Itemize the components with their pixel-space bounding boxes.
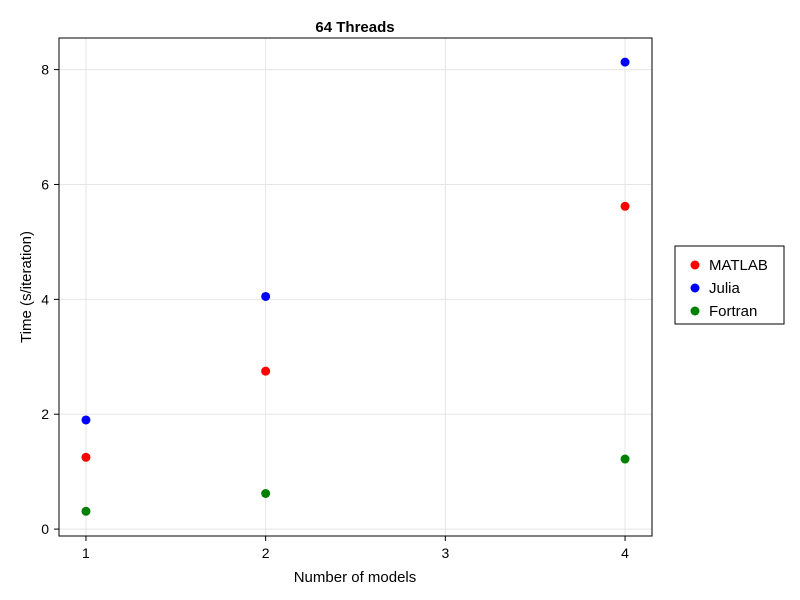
chart-title: 64 Threads bbox=[315, 19, 394, 36]
y-tick-label: 4 bbox=[41, 291, 49, 307]
legend: MATLAB Julia Fortran bbox=[674, 245, 785, 325]
legend-marker-julia bbox=[690, 283, 700, 293]
point-fortran bbox=[620, 454, 630, 464]
data-points bbox=[81, 57, 630, 516]
point-matlab bbox=[620, 201, 630, 211]
point-fortran bbox=[261, 488, 271, 498]
grid-lines bbox=[59, 38, 652, 536]
legend-label-fortran: Fortran bbox=[709, 303, 757, 320]
y-axis-label: Time (s/iteration) bbox=[18, 231, 35, 343]
x-tick-label: 3 bbox=[441, 545, 449, 561]
legend-marker-fortran bbox=[690, 306, 700, 316]
point-matlab bbox=[261, 366, 271, 376]
x-tick-label: 2 bbox=[262, 545, 270, 561]
legend-marker-matlab bbox=[690, 260, 700, 270]
point-julia bbox=[261, 291, 271, 301]
point-fortran bbox=[81, 506, 91, 516]
legend-label-matlab: MATLAB bbox=[709, 257, 768, 274]
y-tick-label: 6 bbox=[41, 176, 49, 192]
point-julia bbox=[620, 57, 630, 67]
x-tick-label: 4 bbox=[621, 545, 629, 561]
point-julia bbox=[81, 415, 91, 425]
plot-frame bbox=[58, 37, 653, 537]
x-tick-label: 1 bbox=[82, 545, 90, 561]
x-axis-label: Number of models bbox=[294, 569, 417, 586]
y-tick-label: 8 bbox=[41, 62, 49, 78]
y-tick-label: 0 bbox=[41, 521, 49, 537]
point-matlab bbox=[81, 452, 91, 462]
legend-label-julia: Julia bbox=[709, 280, 741, 297]
y-tick-label: 2 bbox=[41, 406, 49, 422]
axis-ticks: 1 2 3 4 0 2 4 6 8 bbox=[41, 62, 629, 561]
